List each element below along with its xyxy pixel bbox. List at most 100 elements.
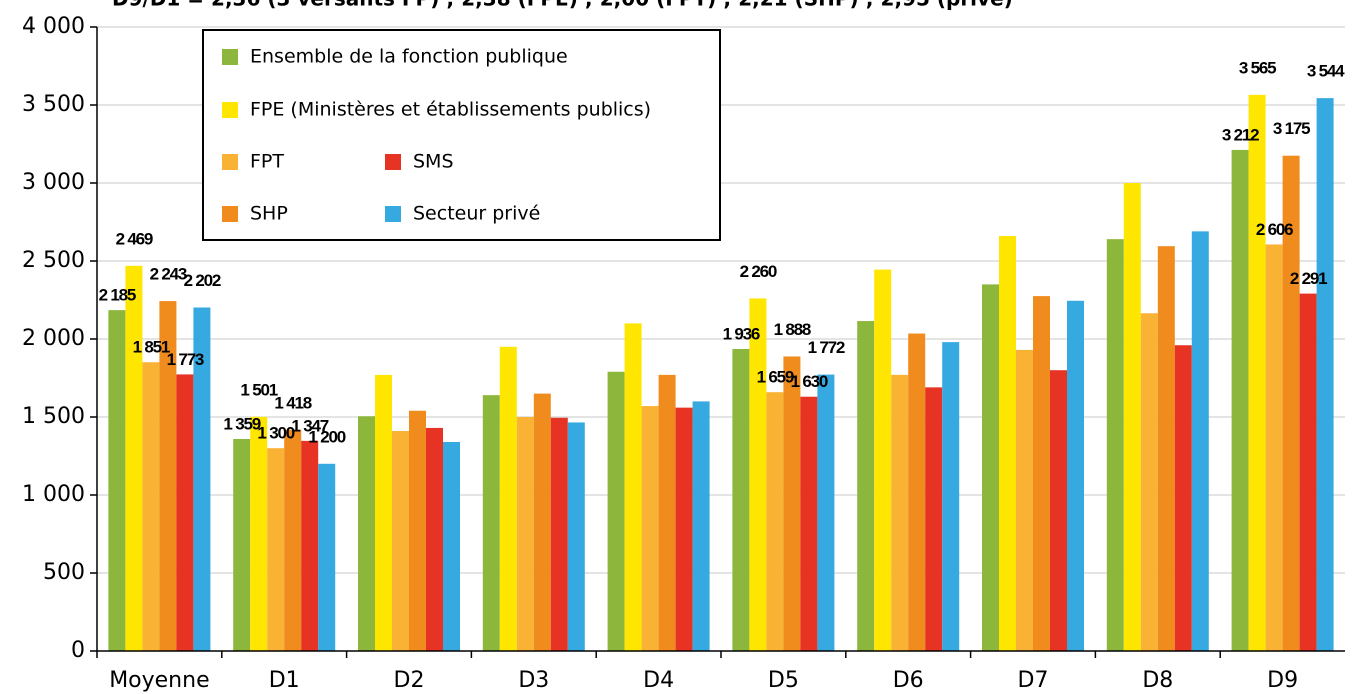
bar bbox=[874, 269, 892, 651]
value-label: 3 565 bbox=[1239, 58, 1276, 77]
legend-swatch bbox=[222, 206, 238, 222]
bar bbox=[749, 298, 767, 651]
y-tick-label: 500 bbox=[43, 560, 85, 585]
x-tick-label: D2 bbox=[394, 668, 425, 693]
value-label: 2 291 bbox=[1290, 269, 1327, 288]
bar bbox=[499, 346, 517, 651]
value-label: 1 359 bbox=[223, 414, 260, 433]
x-tick-label: Moyenne bbox=[109, 668, 209, 693]
y-tick-label: 3 500 bbox=[22, 92, 85, 117]
y-tick-label: 2 500 bbox=[22, 248, 85, 273]
bar bbox=[193, 307, 211, 651]
bar bbox=[142, 362, 160, 651]
bar bbox=[1106, 239, 1124, 651]
x-tick-label: D7 bbox=[1018, 668, 1049, 693]
bar bbox=[1067, 300, 1084, 651]
value-label: 2 606 bbox=[1256, 220, 1293, 239]
bar bbox=[857, 321, 875, 651]
bar bbox=[567, 422, 585, 651]
bar bbox=[732, 348, 750, 651]
bar bbox=[1033, 296, 1050, 651]
legend-label: SMS bbox=[413, 151, 454, 173]
x-tick-label: D5 bbox=[768, 668, 799, 693]
bar bbox=[800, 396, 818, 651]
bar bbox=[482, 395, 500, 651]
y-tick-label: 1 000 bbox=[22, 482, 85, 507]
bar bbox=[624, 323, 642, 651]
value-label: 1 851 bbox=[133, 338, 170, 357]
value-label: 3 212 bbox=[1222, 125, 1259, 144]
bar bbox=[1316, 98, 1334, 652]
bar bbox=[108, 310, 126, 651]
bar bbox=[443, 441, 460, 651]
y-tick-label: 3 000 bbox=[22, 170, 85, 195]
value-label: 1 418 bbox=[274, 393, 311, 412]
bar bbox=[1248, 94, 1266, 652]
value-label: 1 200 bbox=[308, 427, 345, 446]
legend-label: FPT bbox=[250, 151, 284, 173]
value-label: 1 300 bbox=[257, 424, 294, 443]
value-label: 1 773 bbox=[167, 350, 204, 369]
value-label: 1 630 bbox=[791, 372, 828, 391]
y-tick-label: 2 000 bbox=[22, 326, 85, 351]
legend-label: SHP bbox=[250, 203, 288, 225]
x-tick-label: D6 bbox=[893, 668, 924, 693]
value-label: 3 544 bbox=[1307, 62, 1345, 81]
bar bbox=[392, 431, 409, 651]
x-tick-label: D4 bbox=[643, 668, 674, 693]
bar bbox=[176, 374, 194, 651]
value-label: 3 175 bbox=[1273, 119, 1310, 138]
bar bbox=[301, 440, 319, 651]
bar bbox=[982, 284, 999, 651]
bar bbox=[1231, 149, 1249, 652]
bar bbox=[375, 374, 392, 651]
legend-swatch bbox=[385, 154, 401, 170]
chart-subtitle: D9/D1 = 2,36 (3 versants FP) ; 2,38 (FPE… bbox=[112, 0, 1013, 11]
value-label: 2 202 bbox=[184, 271, 221, 290]
bar bbox=[675, 407, 693, 651]
value-label: 1 936 bbox=[723, 324, 760, 343]
bar bbox=[1282, 155, 1300, 651]
value-label: 1 501 bbox=[240, 380, 277, 399]
bar bbox=[1123, 183, 1141, 651]
bar bbox=[1299, 293, 1317, 651]
bar bbox=[409, 410, 426, 651]
legend-swatch bbox=[222, 154, 238, 170]
bar bbox=[159, 301, 177, 651]
bar bbox=[426, 427, 443, 651]
x-tick-label: D8 bbox=[1142, 668, 1173, 693]
y-tick-label: 0 bbox=[71, 638, 85, 663]
value-label: 2 469 bbox=[116, 229, 153, 248]
bar bbox=[1050, 370, 1067, 651]
bar bbox=[641, 406, 659, 651]
bar bbox=[267, 448, 285, 651]
legend-swatch bbox=[222, 49, 238, 65]
bar bbox=[358, 416, 375, 651]
value-label: 1 347 bbox=[291, 416, 328, 435]
bar bbox=[925, 387, 943, 651]
bar bbox=[1265, 244, 1283, 652]
bar bbox=[692, 401, 710, 651]
bar bbox=[233, 438, 251, 651]
bar bbox=[550, 417, 568, 651]
value-label: 2 185 bbox=[99, 286, 136, 305]
bar bbox=[284, 429, 302, 651]
bar bbox=[1157, 246, 1175, 651]
y-tick-label: 4 000 bbox=[22, 14, 85, 39]
bar bbox=[658, 374, 676, 651]
bar bbox=[908, 333, 926, 651]
value-label: 1 888 bbox=[774, 320, 811, 339]
legend-label: Secteur privé bbox=[413, 203, 540, 225]
legend-box bbox=[202, 29, 721, 241]
legend-swatch bbox=[222, 102, 238, 118]
bar bbox=[516, 417, 534, 651]
bar bbox=[783, 356, 801, 651]
x-tick-label: D9 bbox=[1267, 668, 1298, 693]
bar bbox=[1191, 231, 1209, 652]
bar bbox=[942, 342, 960, 651]
value-label: 2 260 bbox=[740, 262, 777, 281]
bar bbox=[999, 236, 1016, 652]
bar bbox=[125, 265, 143, 651]
y-tick-label: 1 500 bbox=[22, 404, 85, 429]
